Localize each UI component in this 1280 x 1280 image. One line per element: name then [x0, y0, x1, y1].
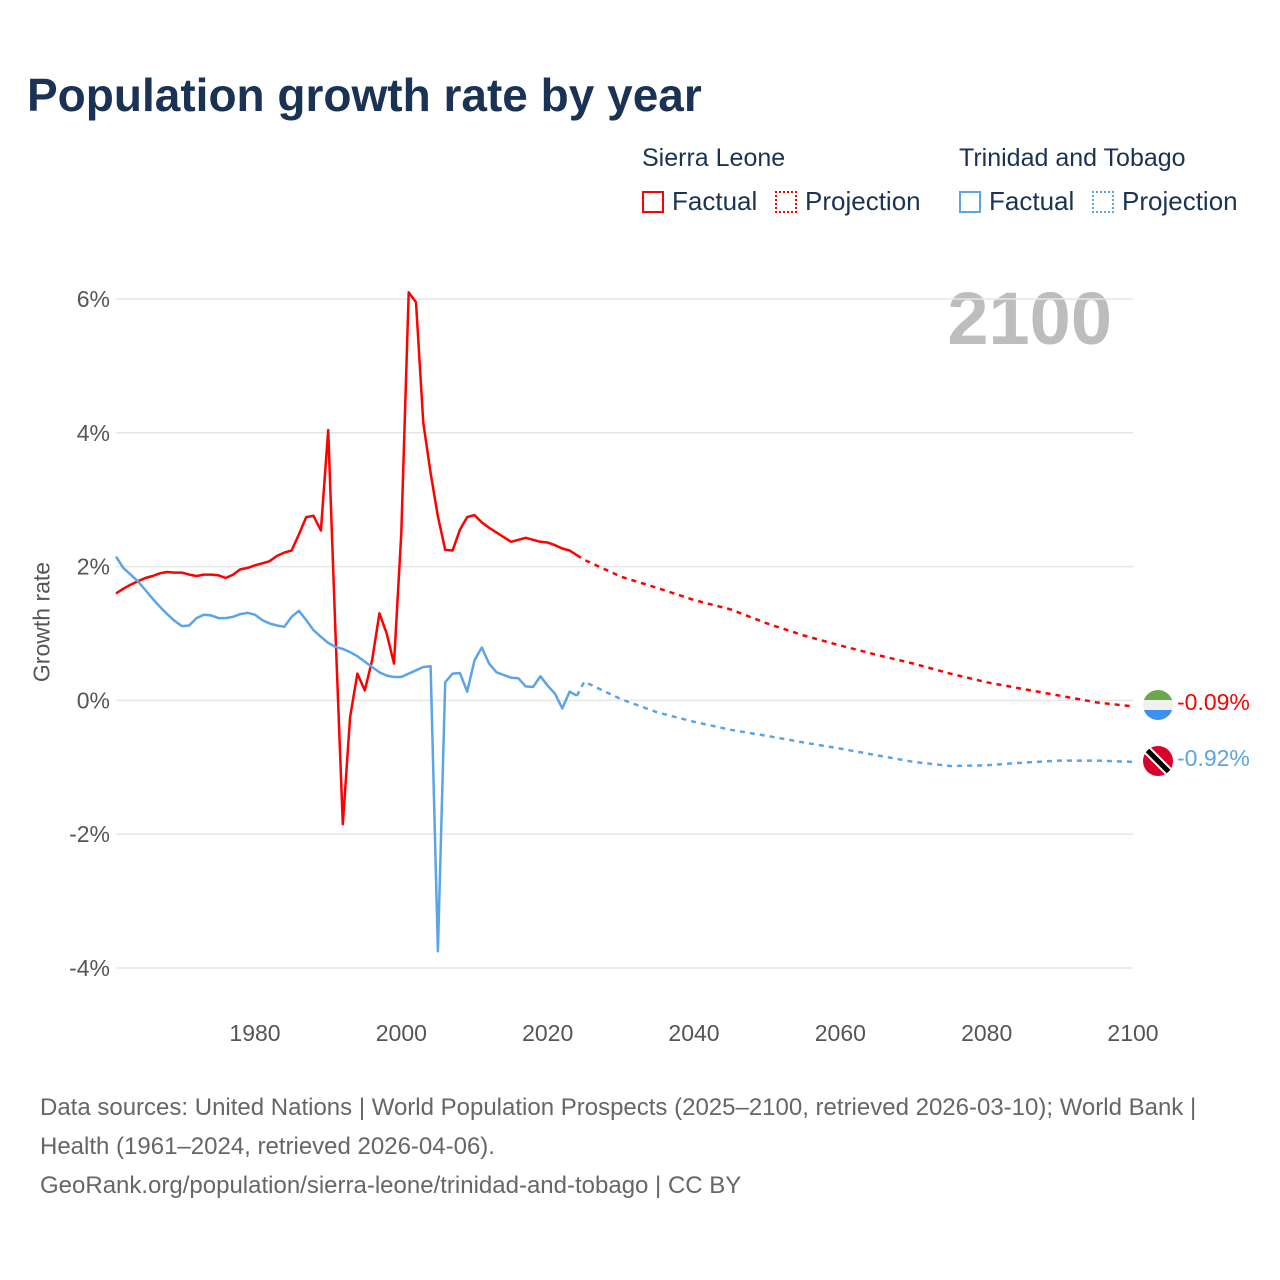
end-label-sierra-leone: -0.09% [1177, 689, 1250, 715]
y-tick-label: 4% [77, 420, 110, 446]
legend-label: Projection [805, 186, 921, 216]
x-tick-label: 2020 [522, 1020, 573, 1046]
legend-group-trinidad: Trinidad and Tobago [959, 144, 1186, 172]
x-tick-label: 2100 [1107, 1020, 1158, 1046]
x-tick-label: 2040 [668, 1020, 719, 1046]
legend-swatch [775, 190, 797, 213]
series-line-sierra-leone-projection [576, 554, 1134, 708]
x-tick-label: 1980 [229, 1020, 280, 1046]
chart-title: Population growth rate by year [27, 69, 702, 121]
legend-tt-factual[interactable]: Factual [959, 186, 1074, 217]
end-label-trinidad: -0.92% [1177, 745, 1250, 771]
series-line-trinidad-and-tobago-factual [114, 555, 578, 953]
y-tick-label: 6% [77, 286, 110, 312]
y-tick-label: 2% [77, 554, 110, 580]
legend-label: Factual [672, 186, 758, 216]
y-tick-label: 0% [77, 687, 110, 713]
sierra-leone-flag-icon [1143, 690, 1173, 720]
y-tick-label: -4% [69, 955, 110, 981]
x-tick-label: 2000 [376, 1020, 427, 1046]
legend-swatch [1092, 190, 1114, 213]
legend-group-sierra-leone: Sierra Leone [642, 144, 786, 172]
legend-label: Projection [1122, 186, 1238, 216]
current-year-label: 2100 [947, 277, 1112, 360]
legend-sl-projection[interactable]: Projection [775, 186, 921, 217]
legend-swatch [959, 190, 981, 213]
x-tick-label: 2060 [815, 1020, 866, 1046]
series-line-sierra-leone-factual [115, 291, 578, 826]
footer: Data sources: United Nations | World Pop… [40, 1088, 1240, 1205]
x-tick-label: 2080 [961, 1020, 1012, 1046]
series-line-trinidad-and-tobago-projection [575, 680, 1134, 768]
legend-swatch [642, 190, 664, 213]
legend-sl-factual[interactable]: Factual [642, 186, 757, 217]
credit-link[interactable]: GeoRank.org/population/sierra-leone/trin… [40, 1172, 742, 1199]
data-sources: Data sources: United Nations | World Pop… [40, 1094, 1197, 1160]
legend-tt-projection[interactable]: Projection [1092, 186, 1238, 217]
y-tick-label: -2% [69, 821, 110, 847]
legend-label: Factual [989, 186, 1075, 216]
trinidad-flag-icon [1143, 746, 1173, 776]
